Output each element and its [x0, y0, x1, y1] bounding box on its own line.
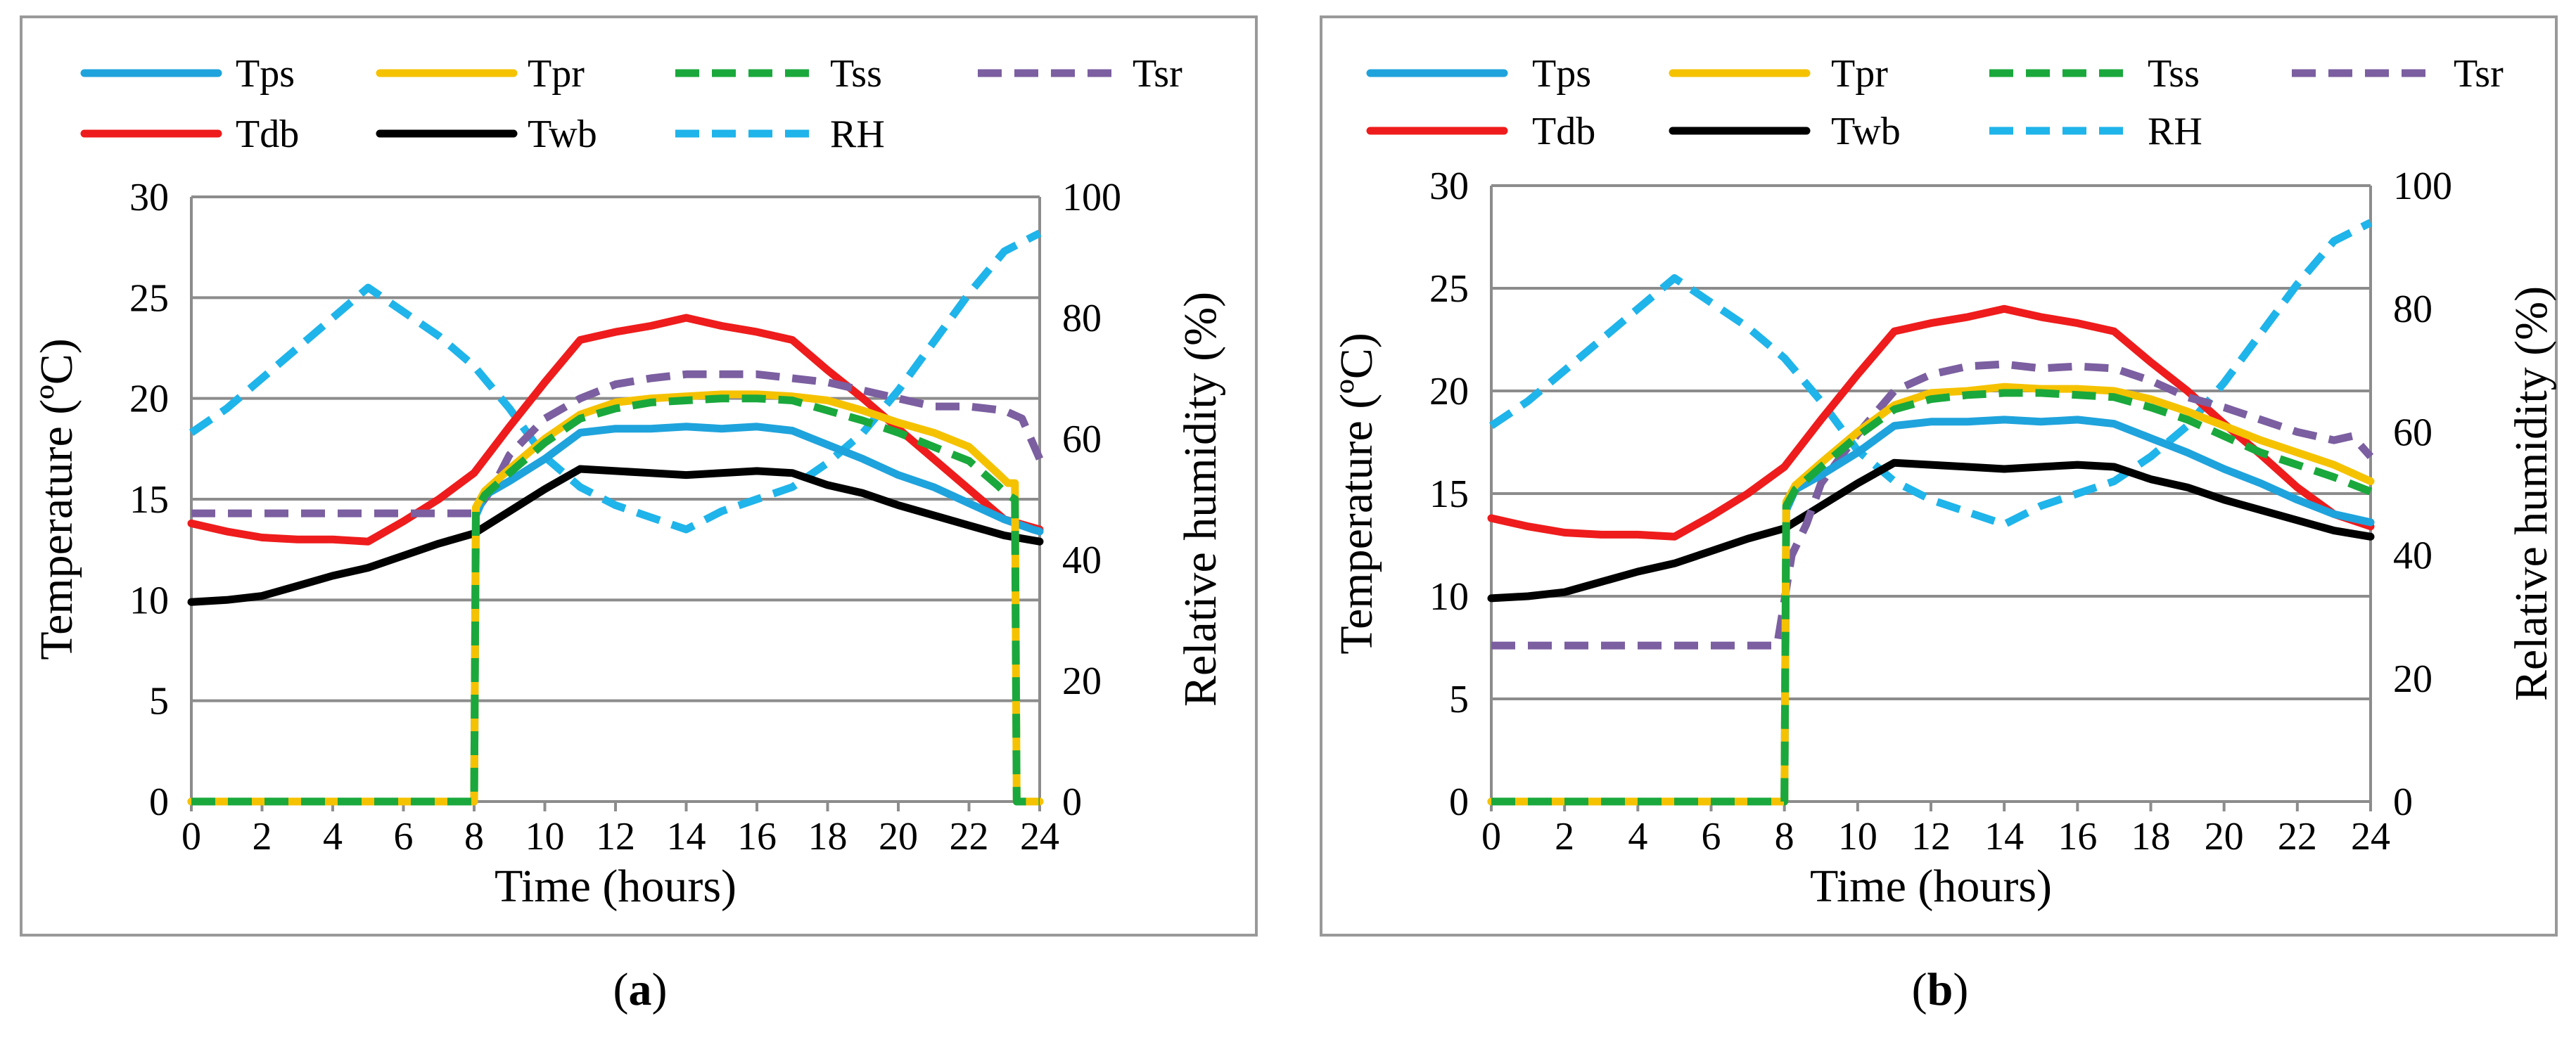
- panel-b-legend-label-rh: RH: [2148, 110, 2202, 153]
- panel-a-x-tick-label: 4: [323, 815, 343, 858]
- panel-b-series-tps-line: [1487, 416, 2375, 806]
- panel-a-legend-label-tps: Tps: [236, 52, 295, 96]
- panel-b-x-axis-title: Time (hours): [1810, 861, 2052, 912]
- panel-a-series-twb-line: [187, 465, 1044, 606]
- panel-a-series-tps-line: [187, 423, 1044, 806]
- panel-b-x-tick-label: 24: [2351, 815, 2390, 858]
- panel-b-x-tick-label: 18: [2131, 815, 2171, 858]
- panel-a-y2-tick-label: 80: [1062, 297, 1102, 340]
- panel-b-y2-tick-label: 40: [2393, 534, 2432, 578]
- panel-a-x-tick-label: 14: [667, 815, 706, 858]
- panel-a-series-tpr-line: [187, 390, 1044, 806]
- panel-a-y2-tick-label: 20: [1062, 660, 1102, 703]
- panel-a-y-tick-label: 30: [129, 176, 169, 219]
- panel-a-series-tss-line: [191, 394, 1040, 806]
- panel-b-x-tick-label: 4: [1628, 815, 1647, 858]
- panel-b-series-twb-line: [1487, 458, 2375, 603]
- panel-b-x-tick-label: 2: [1555, 815, 1574, 858]
- panel-b-legend-label-tps: Tps: [1532, 52, 1591, 96]
- panel-a-y-tick-label: 0: [149, 780, 169, 824]
- panel-a-x-tick-label: 18: [808, 815, 848, 858]
- panel-a-y-tick-label: 10: [129, 579, 169, 622]
- panel-b-x-tick-label: 12: [1911, 815, 1951, 858]
- panel-b-y2-tick-label: 100: [2393, 165, 2452, 208]
- panel-b-x-tick-label: 0: [1481, 815, 1501, 858]
- panel-b-legend-label-twb: Twb: [1831, 110, 1901, 153]
- panel-b-series-tss-line: [1491, 389, 2373, 806]
- panel-b-x-tick-label: 16: [2058, 815, 2097, 858]
- panel-b-x-tick-label: 10: [1838, 815, 1877, 858]
- panel-a-y-tick-label: 5: [149, 680, 169, 723]
- panel-a-y2-tick-label: 60: [1062, 418, 1102, 461]
- panel-a-legend-label-tss: Tss: [830, 52, 882, 96]
- caption-b: (b): [1911, 964, 1969, 1015]
- panel-a-x-tick-label: 2: [253, 815, 272, 858]
- panel-a-x-axis-title: Time (hours): [495, 861, 737, 912]
- panel-b-y2-tick-label: 20: [2393, 657, 2432, 701]
- panel-a-y-tick-label: 20: [129, 378, 169, 421]
- panel-a-legend-label-twb: Twb: [528, 112, 597, 156]
- panel-b-x-tick-label: 20: [2205, 815, 2244, 858]
- panel-b-series-tpr-line: [1487, 382, 2375, 806]
- panel-b-y-tick-label: 5: [1449, 678, 1469, 721]
- panel-a-legend-label-rh: RH: [830, 112, 885, 156]
- panel-a-x-tick-label: 12: [596, 815, 635, 858]
- panel-a-legend-label-tsr: Tsr: [1133, 52, 1182, 96]
- panel-b-series-rh-line: [1488, 219, 2373, 529]
- panel-a-x-tick-label: 20: [879, 815, 918, 858]
- panel-a-x-tick-label: 24: [1020, 815, 1059, 858]
- panel-b-x-tick-label: 22: [2278, 815, 2317, 858]
- panel-b-y-axis-title: Temperature (ºC): [1331, 333, 1382, 654]
- panel-b-y-tick-label: 25: [1429, 267, 1469, 311]
- panel-b-legend-label-tpr: Tpr: [1831, 52, 1888, 96]
- panel-a-x-tick-label: 22: [950, 815, 989, 858]
- panel-a-y2-axis-title: Relative humidity (%): [1175, 292, 1226, 707]
- panel-a-y-tick-label: 25: [129, 276, 169, 320]
- panel-a-x-tick-label: 10: [525, 815, 565, 858]
- panel-b-x-tick-label: 14: [1984, 815, 2024, 858]
- caption-a: (a): [613, 964, 668, 1015]
- panel-b-legend-label-tdb: Tdb: [1532, 110, 1595, 153]
- panel-a-x-tick-label: 16: [737, 815, 777, 858]
- panel-a-x-tick-label: 6: [394, 815, 414, 858]
- panel-b-y2-axis-title: Relative humidity (%): [2506, 286, 2557, 701]
- panel-b-y-tick-label: 15: [1429, 472, 1469, 516]
- panel-b-legend-label-tsr: Tsr: [2454, 52, 2504, 96]
- panel-a-y2-tick-label: 0: [1062, 780, 1082, 824]
- panel-a-y-tick-label: 15: [129, 478, 169, 522]
- panel-a-x-tick-label: 0: [181, 815, 201, 858]
- panel-b-series-tsr-line: [1491, 360, 2374, 650]
- panel-b-y2-tick-label: 80: [2393, 288, 2432, 331]
- panel-a-series-rh-line: [189, 229, 1042, 534]
- panel-b-y-tick-label: 0: [1449, 780, 1469, 824]
- panel-b-legend-label-tss: Tss: [2148, 52, 2200, 96]
- panel-b-y-tick-label: 20: [1429, 370, 1469, 413]
- panel-a-y2-tick-label: 40: [1062, 539, 1102, 582]
- panel-b-x-tick-label: 6: [1702, 815, 1721, 858]
- panel-a-x-tick-label: 8: [464, 815, 484, 858]
- panel-b-y-tick-label: 10: [1429, 575, 1469, 619]
- panel-b-y2-tick-label: 0: [2393, 780, 2413, 824]
- panel-a-y2-tick-label: 100: [1062, 176, 1121, 219]
- panel-b-y2-tick-label: 60: [2393, 411, 2432, 454]
- panel-a-series-tsr-line: [191, 370, 1044, 517]
- panel-a-legend-label-tdb: Tdb: [236, 112, 299, 156]
- panel-a-y-axis-title: Temperature (ºC): [31, 338, 82, 660]
- panel-b-y-tick-label: 30: [1429, 165, 1469, 208]
- panel-a-legend-label-tpr: Tpr: [528, 52, 585, 96]
- panel-b-x-tick-label: 8: [1775, 815, 1794, 858]
